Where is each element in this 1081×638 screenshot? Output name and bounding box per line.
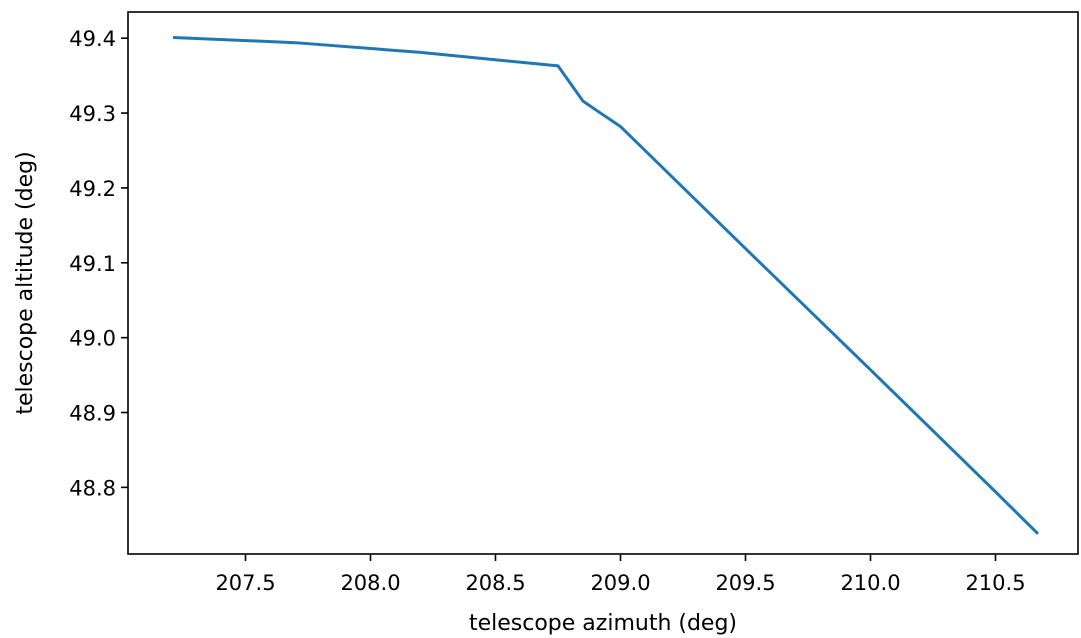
x-tick-label: 208.0	[340, 571, 400, 595]
y-tick-label: 49.0	[69, 327, 116, 351]
axes-frame	[127, 11, 1079, 555]
y-tick-label: 49.3	[69, 102, 116, 126]
y-tick-label: 48.8	[69, 476, 116, 500]
x-tick-label: 209.5	[715, 571, 775, 595]
y-tick-label: 48.9	[69, 402, 116, 426]
series-line-0	[172, 35, 1040, 535]
x-axis-ticks: 207.5 208.0 208.5 209.0 209.5 210.0 210.5	[215, 554, 1026, 595]
y-axis-ticks: 48.8 48.9 49.0 49.1 49.2 49.3 49.4	[69, 27, 128, 500]
plot-area	[172, 35, 1040, 535]
y-tick-label: 49.1	[69, 252, 116, 276]
y-tick-label: 49.2	[69, 177, 116, 201]
x-tick-label: 208.5	[465, 571, 525, 595]
y-tick-label: 49.4	[69, 27, 116, 51]
x-tick-label: 207.5	[215, 571, 275, 595]
y-axis-label: telescope altitude (deg)	[13, 151, 38, 414]
x-tick-label: 209.0	[590, 571, 650, 595]
x-tick-label: 210.5	[965, 571, 1025, 595]
x-tick-label: 210.0	[840, 571, 900, 595]
x-axis-label: telescope azimuth (deg)	[469, 611, 737, 636]
